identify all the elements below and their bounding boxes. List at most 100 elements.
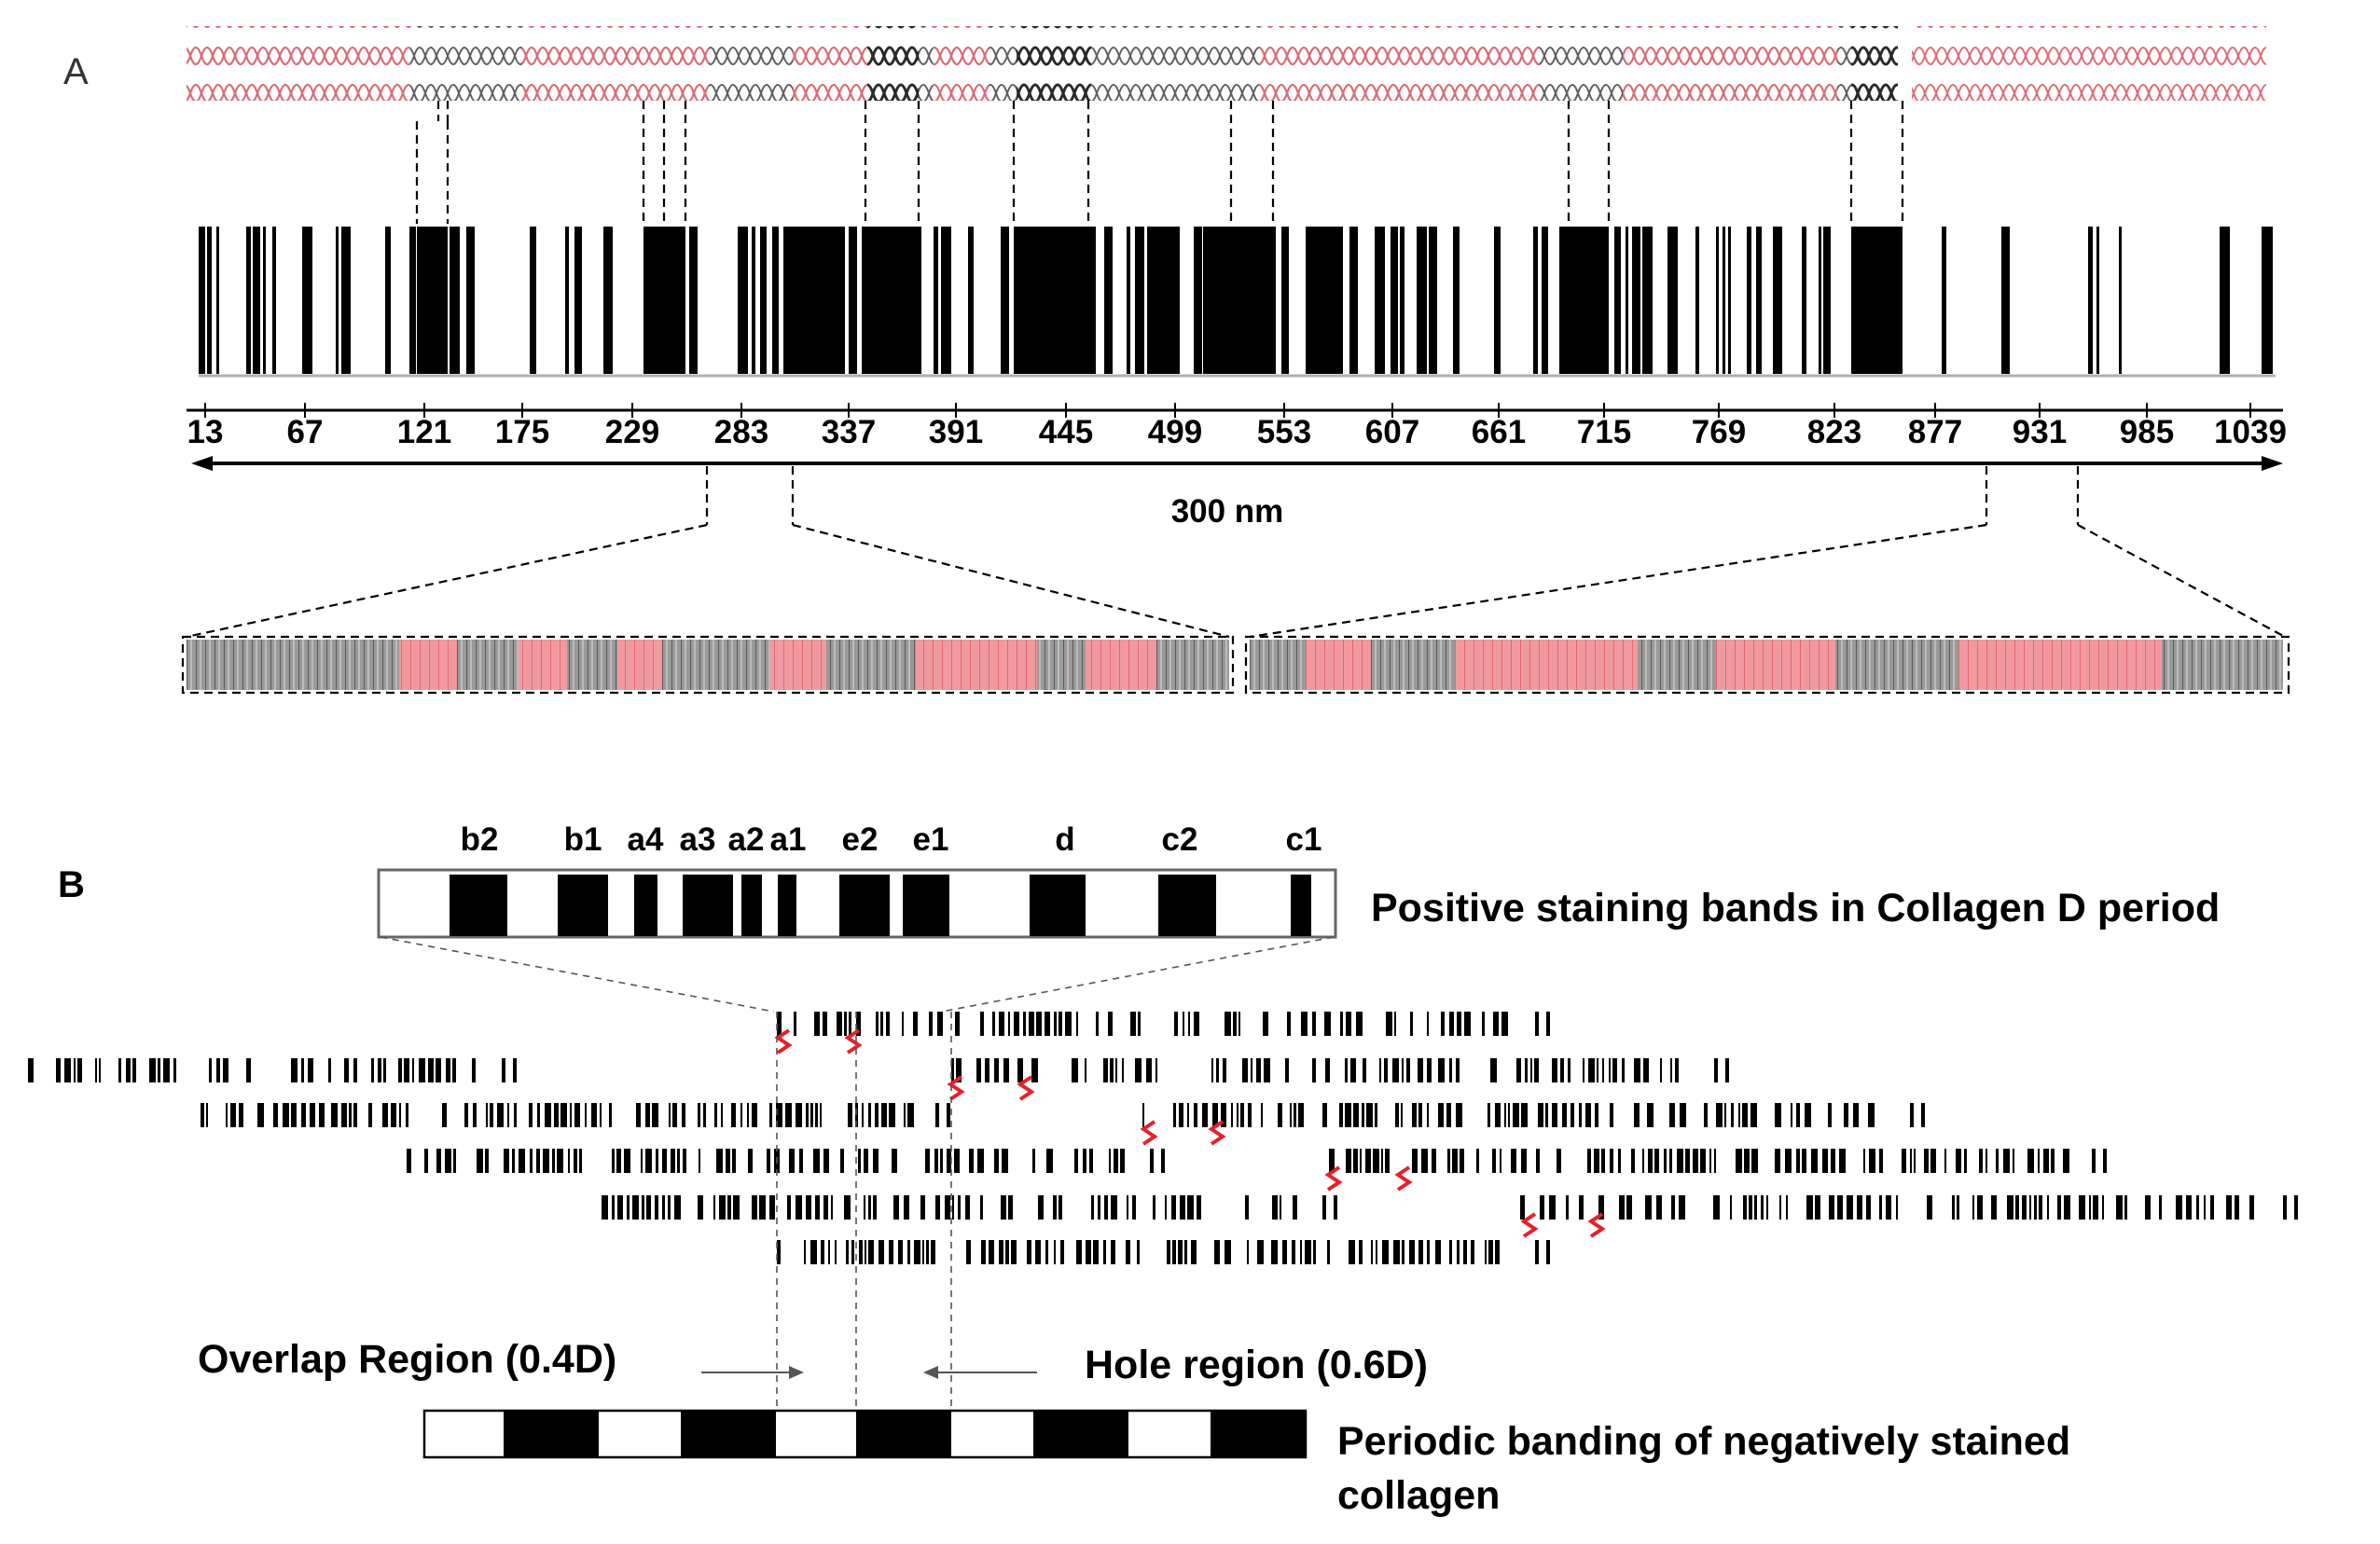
- molecule-band: [2210, 1195, 2214, 1220]
- band-label: e2: [842, 821, 879, 858]
- molecule-band: [1153, 1195, 1155, 1220]
- molecule-band: [1476, 1149, 1479, 1173]
- molecule-band: [1290, 1103, 1292, 1127]
- molecule-band: [2057, 1195, 2061, 1220]
- molecule-band: [617, 1195, 623, 1220]
- molecule-band: [453, 1149, 456, 1173]
- molecule-band: [1828, 1103, 1832, 1127]
- molecule-band: [1245, 1195, 1249, 1220]
- molecule-band: [1366, 1103, 1373, 1127]
- molecule-band: [652, 1103, 658, 1127]
- band-labels: b2 b1 a4 a3 a2 a1 e2 e1 d c2 c1: [461, 821, 1322, 858]
- molecule-band: [1464, 1012, 1471, 1036]
- molecule-band: [1546, 1012, 1550, 1036]
- molecule-band: [769, 1103, 772, 1127]
- molecule-band: [1521, 1149, 1527, 1173]
- molecule-band: [937, 1012, 943, 1036]
- molecule-band: [2079, 1195, 2085, 1220]
- molecule-band: [399, 1103, 401, 1127]
- molecule-band: [1191, 1240, 1197, 1264]
- molecule-band: [2196, 1195, 2199, 1220]
- molecule-band: [1493, 1012, 1499, 1036]
- molecule-band: [609, 1103, 612, 1127]
- molecule-band: [752, 1195, 757, 1220]
- molecule-band: [1709, 1149, 1711, 1173]
- barcode-band: [1322, 227, 1330, 374]
- molecule-band: [1002, 1149, 1008, 1173]
- molecule-band: [99, 1058, 101, 1082]
- molecule-band: [246, 1058, 251, 1082]
- molecule-band: [1535, 1240, 1539, 1264]
- molecule-band: [1427, 1012, 1429, 1036]
- molecule-band: [1174, 1012, 1178, 1036]
- molecule-band: [1376, 1240, 1377, 1264]
- molecule-band: [1126, 1240, 1130, 1264]
- molecule-band: [1272, 1195, 1278, 1220]
- barcode-band: [246, 227, 251, 374]
- molecule-band: [1356, 1012, 1363, 1036]
- molecule-band: [907, 1240, 910, 1264]
- gap-squiggle: [1394, 1165, 1413, 1192]
- barcode-band: [760, 227, 767, 374]
- molecule-band: [1293, 1195, 1297, 1220]
- molecule-band: [1008, 1012, 1010, 1036]
- barcode-band: [838, 227, 845, 374]
- molecule-band: [1212, 1103, 1218, 1127]
- molecule-band: [806, 1103, 809, 1127]
- molecule-band: [1979, 1149, 1983, 1173]
- molecule-band: [1648, 1149, 1653, 1173]
- molecule-band: [1427, 1103, 1429, 1127]
- molecule-band: [1435, 1240, 1441, 1264]
- molecule-band: [1549, 1195, 1556, 1220]
- molecule-band: [1447, 1149, 1450, 1173]
- molecule-band: [627, 1195, 630, 1220]
- molecule-band: [1409, 1240, 1415, 1264]
- molecule-band: [682, 1103, 685, 1127]
- molecule-band: [1693, 1149, 1698, 1173]
- molecule-band: [591, 1103, 597, 1127]
- tick-label: 13: [187, 414, 224, 450]
- molecule-band: [1216, 1058, 1219, 1082]
- molecule-band: [1857, 1195, 1862, 1220]
- barcode-band: [1716, 227, 1719, 374]
- molecule-band: [1202, 1103, 1208, 1127]
- barcode-band: [1086, 227, 1096, 374]
- molecule-band: [1579, 1103, 1582, 1127]
- molecule-band: [1488, 1103, 1490, 1127]
- molecule-band: [1796, 1149, 1800, 1173]
- molecule-band: [1248, 1103, 1252, 1127]
- molecule-band: [1869, 1149, 1875, 1173]
- molecule-band: [1991, 1195, 1997, 1220]
- molecule-band: [1233, 1012, 1237, 1036]
- molecule-band: [1956, 1149, 1961, 1173]
- molecule-band: [1438, 1058, 1445, 1082]
- molecule-band: [1263, 1012, 1268, 1036]
- molecule-band: [981, 1240, 986, 1264]
- molecule-band: [1005, 1240, 1009, 1264]
- molecule-band: [1023, 1012, 1026, 1036]
- molecule-band: [703, 1103, 706, 1127]
- tick-label: 337: [822, 414, 876, 450]
- barcode-solid-band: [865, 227, 919, 374]
- molecule-band: [2063, 1149, 2069, 1173]
- molecule-band: [1346, 1149, 1351, 1173]
- molecule-band: [1751, 1149, 1758, 1173]
- molecule-band: [1511, 1149, 1516, 1173]
- molecule-band: [1287, 1012, 1291, 1036]
- barcode-band: [2220, 227, 2227, 374]
- tick-label: 931: [2013, 414, 2067, 450]
- molecule-band: [1601, 1149, 1605, 1173]
- barcode-band: [1542, 227, 1548, 374]
- barcode-band: [1104, 227, 1113, 374]
- molecule-band: [545, 1103, 551, 1127]
- molecule-band: [2038, 1149, 2040, 1173]
- barcode-band: [466, 227, 475, 374]
- molecule-band: [929, 1012, 933, 1036]
- molecule-band: [1327, 1240, 1330, 1264]
- molecule-band: [1485, 1240, 1487, 1264]
- molecule-band: [1656, 1195, 1662, 1220]
- molecule-band: [940, 1149, 943, 1173]
- molecule-band: [1065, 1012, 1072, 1036]
- molecule-band: [1811, 1149, 1818, 1173]
- axis-tick-labels: 13 67 121 175 229 283 337 391 445 499 55…: [187, 414, 2287, 450]
